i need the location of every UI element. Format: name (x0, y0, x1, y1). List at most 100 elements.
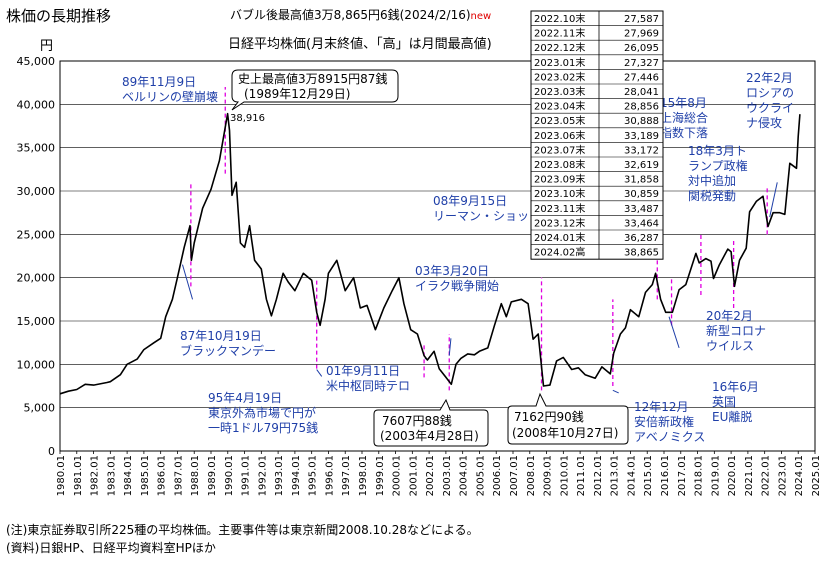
x-tick-label: 1984.01 (123, 455, 134, 496)
x-tick-label: 1983.01 (106, 455, 117, 496)
annotation-pointer (769, 182, 778, 218)
table-cell-value: 33,487 (624, 204, 659, 215)
x-tick-label: 1995.01 (308, 455, 319, 496)
x-tick-label: 1988.01 (190, 455, 201, 496)
low-2003-line2: (2003年4月28日) (380, 429, 479, 443)
x-tick-label: 2003.01 (442, 455, 453, 496)
x-tick-label: 2023.01 (777, 455, 788, 496)
x-tick-label: 2018.01 (694, 455, 705, 496)
annotation-2012-abenomics: 12年12月 安倍新政権 アベノミクス (634, 400, 705, 444)
table-cell-date: 2023.05末 (534, 114, 585, 127)
annotation-pointer (316, 369, 323, 377)
x-tick-label: 2011.01 (576, 455, 587, 496)
x-tick-label: 1991.01 (241, 455, 252, 496)
note-source-annotation: (注)東京証券取引所225種の平均株価。主要事件等は東京新聞2008.10.28… (6, 523, 479, 537)
x-tick-label: 1998.01 (358, 455, 369, 496)
table-cell-value: 32,619 (624, 160, 659, 171)
table-cell-date: 2023.07末 (534, 143, 585, 156)
table-cell-date: 2024.02高 (534, 246, 585, 259)
table-cell-date: 2023.01末 (534, 56, 585, 69)
recent-values-table: 2022.10末 27,587 2022.11末 27,969 2022.12末 26,0… (530, 10, 664, 260)
table-cell-value: 33,189 (624, 131, 659, 142)
x-tick-label: 2002.01 (425, 455, 436, 496)
record-note: バブル後最高値3万8,865円6銭(2024/2/16)new (230, 7, 491, 22)
annotation-1995-yen: 95年4月19日 東京外為市場で円が 一時1ドル79円75銭 (208, 391, 320, 435)
annotation-2018-tariff: 18年3月ト ランプ政権 対中追加 関税発動 (688, 144, 751, 203)
table-cell-value: 33,172 (624, 145, 659, 156)
table-cell-value: 26,095 (624, 43, 659, 54)
annotation-2022-ukraine: 22年2月 ロシアの ウクライ ナ侵攻 (746, 71, 798, 130)
annotation-pointer (448, 338, 452, 356)
table-cell-value: 27,446 (624, 72, 659, 83)
annotation-2016-brexit: 16年6月 英国 EU離脱 (712, 380, 763, 424)
table-cell-date: 2024.01末 (534, 231, 585, 244)
record-note-text: バブル後最高値3万8,865円6銭(2024/2/16) (230, 7, 471, 22)
x-tick-label: 2008.01 (526, 455, 537, 496)
annotation-2003-iraq: 03年3月20日 イラク戦争開始 (415, 264, 499, 293)
annotation-pointer (668, 316, 680, 349)
annotation-1987-black-monday: 87年10月19日 ブラックマンデー (180, 329, 276, 358)
table-cell-value: 38,865 (624, 248, 659, 259)
y-tick-label: 45,000 (17, 55, 56, 68)
table-cell-date: 2023.12末 (534, 216, 585, 229)
x-tick-label: 2014.01 (626, 455, 637, 496)
x-tick-label: 2019.01 (710, 455, 721, 496)
x-tick-label: 2009.01 (543, 455, 554, 496)
y-tick-label: 10,000 (17, 358, 56, 371)
low-2008-line2: (2008年10月27日) (512, 426, 618, 440)
table-cell-value: 27,969 (624, 29, 659, 40)
annotation-pointer (181, 264, 194, 300)
x-tick-label: 1999.01 (375, 455, 386, 496)
chart-title: 株価の長期推移 (6, 7, 111, 25)
table-cell-date: 2023.08末 (534, 158, 585, 171)
table-cell-date: 2022.11末 (534, 27, 585, 40)
table-cell-value: 27,587 (624, 14, 659, 25)
x-tick-label: 1985.01 (140, 455, 151, 496)
note-data-source: (資料)日銀HP、日経平均資料室HPほか (6, 541, 216, 555)
x-tick-label: 1980.01 (56, 455, 67, 496)
table-cell-date: 2023.09末 (534, 173, 585, 186)
y-tick-label: 15,000 (17, 315, 56, 328)
peak-callout-line1: 史上最高値3万8915円87銭 (238, 71, 387, 86)
table-cell-value: 33,464 (624, 218, 659, 229)
x-tick-label: 1989.01 (207, 455, 218, 496)
table-cell-value: 31,858 (624, 175, 659, 186)
peak-callout: 史上最高値3万8915円87銭 (1989年12月29日) (231, 69, 399, 111)
table-cell-value: 28,856 (624, 102, 659, 113)
x-tick-label: 2010.01 (559, 455, 570, 496)
y-tick-label: 5,000 (24, 402, 56, 415)
x-tick-label: 2016.01 (660, 455, 671, 496)
table-cell-date: 2023.03末 (534, 85, 585, 98)
y-tick-labels: 0 5,000 10,000 15,000 20,000 25,000 30,000 35,0… (17, 55, 56, 458)
x-tick-label: 2020.01 (727, 455, 738, 496)
peak-callout-line2: (1989年12月29日) (244, 87, 350, 101)
x-tick-label: 2004.01 (459, 455, 470, 496)
table-cell-value: 30,859 (624, 189, 659, 200)
x-tick-label: 2005.01 (475, 455, 486, 496)
y-tick-label: 0 (48, 445, 55, 458)
annotation-2015-shanghai: 15年8月 上海総合 指数下落 (660, 96, 712, 140)
chart-subtitle: 日経平均株価(月末終値、「高」は月間最高値) (228, 36, 492, 52)
table-cell-date: 2022.12末 (534, 41, 585, 54)
table-cell-date: 2023.11末 (534, 202, 585, 215)
series-line (59, 112, 801, 395)
x-tick-label: 1982.01 (90, 455, 101, 496)
x-tick-label: 2017.01 (677, 455, 688, 496)
table-cell-date: 2023.02末 (534, 70, 585, 83)
annotation-1989-wall: 89年11月9日 ベルリンの壁崩壊 (122, 75, 218, 104)
x-tick-label: 2021.01 (744, 455, 755, 496)
x-tick-label: 1996.01 (324, 455, 335, 496)
plot-frame (59, 60, 816, 452)
low-2003-line1: 7607円88銭 (382, 413, 452, 428)
low-2008-callout: 7162円90銭 (2008年10月27日) (507, 392, 629, 445)
new-badge: new (471, 11, 492, 22)
price-line (59, 112, 801, 395)
x-tick-label: 2015.01 (643, 455, 654, 496)
x-tick-label: 2024.01 (794, 455, 805, 496)
table-cell-date: 2023.06末 (534, 129, 585, 142)
table-cell-value: 36,287 (624, 233, 659, 244)
x-tick-label: 2012.01 (593, 455, 604, 496)
y-axis-unit: 円 (40, 39, 53, 54)
annotation-2020-covid: 20年2月 新型コロナ ウイルス (706, 309, 770, 353)
